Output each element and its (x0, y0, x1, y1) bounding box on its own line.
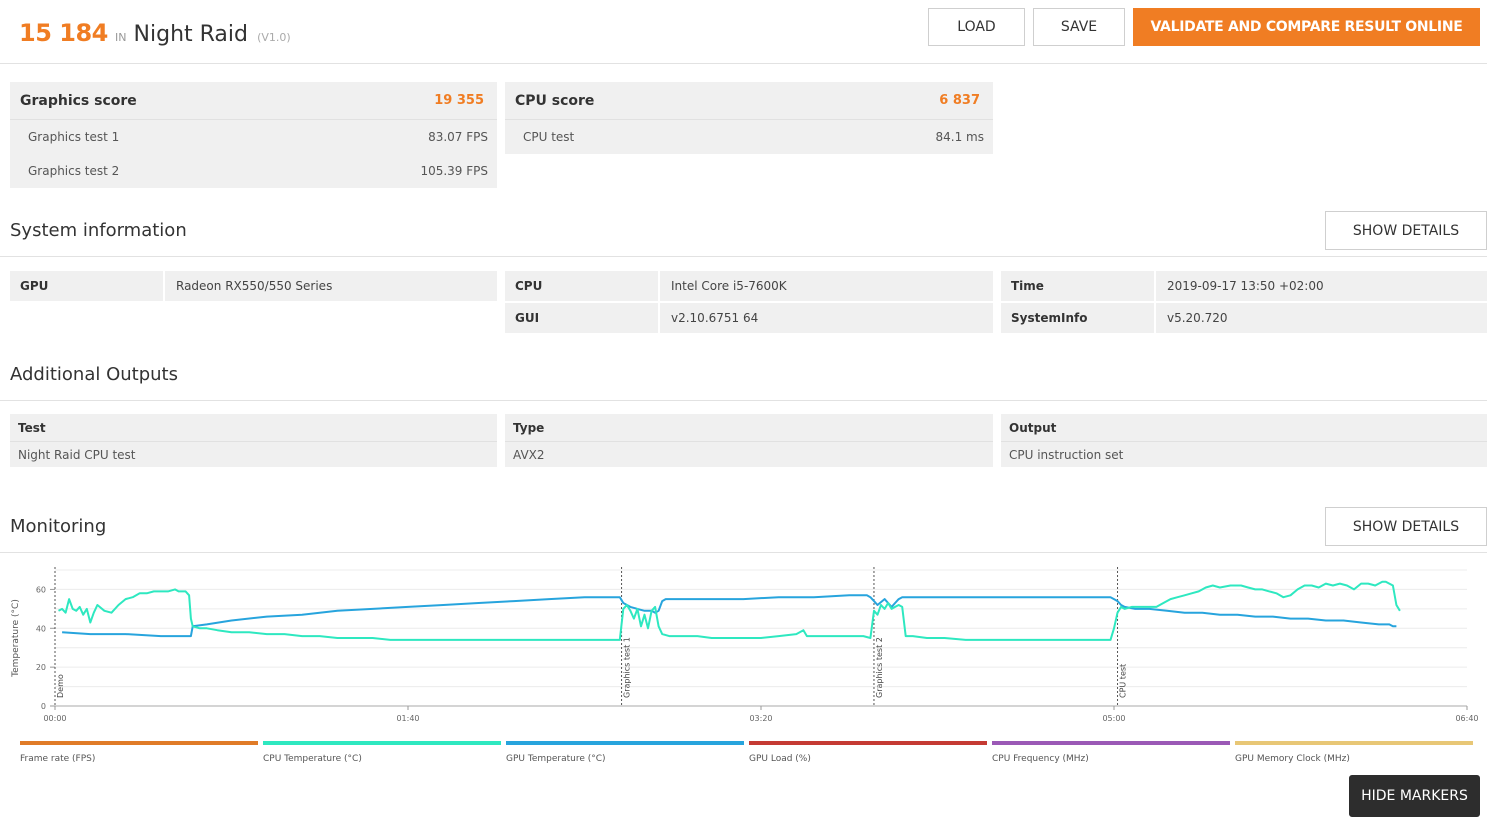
legend-color-bar (749, 741, 987, 745)
x-tick-label: 05:00 (1102, 714, 1125, 723)
output-output-value: CPU instruction set (1009, 447, 1124, 462)
cpu-score-value: 6 837 (939, 93, 980, 108)
x-tick-label: 01:40 (396, 714, 419, 723)
gpu-value: Radeon RX550/550 Series (176, 279, 333, 293)
test-value: 84.1 ms (935, 130, 984, 144)
systeminfo-value-cell: v5.20.720 (1156, 303, 1487, 333)
systeminfo-key: SystemInfo (1011, 311, 1088, 325)
cpu-test-row: CPU test 84.1 ms (505, 120, 993, 154)
series-line (58, 580, 1401, 641)
y-tick-label: 40 (36, 624, 46, 633)
cpu-score-label: CPU score (515, 92, 595, 109)
divider (0, 400, 1487, 401)
gui-key-cell: GUI (505, 303, 658, 333)
legend-item[interactable]: CPU Temperature (°C) (263, 741, 501, 764)
graphics-score-label: Graphics score (20, 92, 137, 109)
phase-marker-label: Graphics test 2 (875, 637, 884, 698)
legend-color-bar (263, 741, 501, 745)
phase-marker-label: CPU test (1119, 664, 1128, 698)
legend-label: Frame rate (FPS) (20, 754, 96, 764)
score-in-label: IN (114, 31, 127, 44)
cpu-score-header: CPU score 6 837 (505, 82, 993, 120)
divider (0, 256, 1487, 257)
cpu-value-cell: Intel Core i5-7600K (660, 271, 993, 301)
overall-score-title: 15 184 IN Night Raid (V1.0) (19, 19, 291, 47)
legend-label: CPU Temperature (°C) (263, 754, 362, 764)
gpu-key-cell: GPU (10, 271, 163, 301)
time-key-cell: Time (1001, 271, 1154, 301)
save-button[interactable]: SAVE (1033, 8, 1125, 46)
benchmark-name: Night Raid (133, 22, 248, 47)
series-line (62, 594, 1397, 638)
cpu-key-cell: CPU (505, 271, 658, 301)
x-tick-label: 06:40 (1455, 714, 1478, 723)
legend-item[interactable]: GPU Load (%) (749, 741, 987, 764)
legend-label: CPU Frequency (MHz) (992, 754, 1089, 764)
output-test-header: Test (10, 414, 497, 442)
time-value-cell: 2019-09-17 13:50 +02:00 (1156, 271, 1487, 301)
time-value: 2019-09-17 13:50 +02:00 (1167, 279, 1324, 293)
cpu-score-box: CPU score 6 837 CPU test 84.1 ms (505, 82, 993, 154)
legend-label: GPU Memory Clock (MHz) (1235, 754, 1350, 764)
graphics-test-1-row: Graphics test 1 83.07 FPS (10, 120, 497, 154)
phase-marker-label: Graphics test 1 (623, 637, 632, 698)
x-tick-label: 00:00 (43, 714, 66, 723)
gui-value-cell: v2.10.6751 64 (660, 303, 993, 333)
graphics-score-box: Graphics score 19 355 Graphics test 1 83… (10, 82, 497, 188)
system-show-details-button[interactable]: SHOW DETAILS (1325, 211, 1487, 250)
cpu-key: CPU (515, 279, 543, 293)
gpu-key: GPU (20, 279, 49, 293)
output-test-column: Test Night Raid CPU test (10, 414, 497, 467)
additional-outputs-title: Additional Outputs (10, 364, 178, 385)
output-type-header: Type (505, 414, 993, 442)
legend-color-bar (506, 741, 744, 745)
system-information-title: System information (10, 220, 187, 241)
gui-key: GUI (515, 311, 540, 325)
legend-label: GPU Temperature (°C) (506, 754, 606, 764)
gui-value: v2.10.6751 64 (671, 311, 759, 325)
legend-item[interactable]: CPU Frequency (MHz) (992, 741, 1230, 764)
legend-item[interactable]: Frame rate (FPS) (20, 741, 258, 764)
overall-score: 15 184 (19, 19, 108, 47)
graphics-score-header: Graphics score 19 355 (10, 82, 497, 120)
legend-color-bar (20, 741, 258, 745)
monitoring-show-details-button[interactable]: SHOW DETAILS (1325, 507, 1487, 546)
monitoring-title: Monitoring (10, 516, 107, 537)
legend-item[interactable]: GPU Memory Clock (MHz) (1235, 741, 1473, 764)
y-axis-label: Temperature (°C) (11, 599, 21, 678)
y-tick-label: 60 (36, 585, 46, 594)
benchmark-version: (V1.0) (257, 31, 291, 44)
legend-color-bar (1235, 741, 1473, 745)
output-output-column: Output CPU instruction set (1001, 414, 1487, 467)
test-value: 83.07 FPS (428, 130, 488, 144)
test-value: 105.39 FPS (420, 164, 488, 178)
legend-color-bar (992, 741, 1230, 745)
output-output-header: Output (1001, 414, 1487, 442)
y-tick-label: 20 (36, 663, 46, 672)
output-test-value: Night Raid CPU test (18, 447, 136, 462)
monitoring-chart: 0 20 40 60 Temperature (°C) 00:00 01:40 03:20 05… (11, 567, 1479, 723)
output-type-value: AVX2 (513, 447, 545, 462)
test-name: Graphics test 1 (28, 130, 120, 144)
output-type-column: Type AVX2 (505, 414, 993, 467)
phase-marker-label: Demo (56, 674, 65, 698)
graphics-score-value: 19 355 (434, 93, 484, 108)
systeminfo-key-cell: SystemInfo (1001, 303, 1154, 333)
hide-markers-button[interactable]: HIDE MARKERS (1349, 775, 1480, 817)
legend-item[interactable]: GPU Temperature (°C) (506, 741, 744, 764)
graphics-test-2-row: Graphics test 2 105.39 FPS (10, 154, 497, 188)
time-key: Time (1011, 279, 1044, 293)
test-name: CPU test (523, 130, 575, 144)
gpu-value-cell: Radeon RX550/550 Series (165, 271, 497, 301)
validate-compare-button[interactable]: VALIDATE AND COMPARE RESULT ONLINE (1133, 8, 1480, 46)
test-name: Graphics test 2 (28, 164, 120, 178)
result-header: 15 184 IN Night Raid (V1.0) LOAD SAVE VA… (0, 0, 1487, 64)
load-button[interactable]: LOAD (928, 8, 1025, 46)
legend-label: GPU Load (%) (749, 754, 811, 764)
cpu-value: Intel Core i5-7600K (671, 279, 787, 293)
y-tick-label: 0 (41, 702, 46, 711)
divider (0, 552, 1487, 553)
x-tick-label: 03:20 (749, 714, 772, 723)
systeminfo-value: v5.20.720 (1167, 311, 1228, 325)
